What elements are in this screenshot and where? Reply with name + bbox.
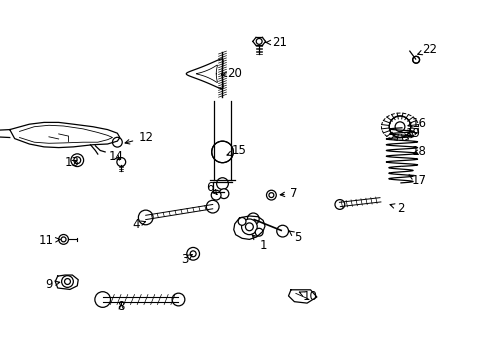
Circle shape <box>276 225 288 237</box>
Circle shape <box>95 292 110 307</box>
Circle shape <box>59 234 68 244</box>
Text: 4: 4 <box>132 219 145 231</box>
Text: 14: 14 <box>109 150 123 163</box>
Text: 15: 15 <box>226 144 245 157</box>
Circle shape <box>211 141 233 163</box>
Circle shape <box>412 56 419 63</box>
Text: 22: 22 <box>417 43 436 56</box>
Text: 1: 1 <box>252 235 266 252</box>
Circle shape <box>388 116 410 138</box>
Circle shape <box>138 210 153 225</box>
Circle shape <box>211 190 221 200</box>
Text: 12: 12 <box>125 131 153 144</box>
Circle shape <box>334 199 344 210</box>
Circle shape <box>266 190 276 200</box>
Text: 19: 19 <box>405 127 420 140</box>
Text: 11: 11 <box>39 234 60 247</box>
Circle shape <box>172 293 184 306</box>
Circle shape <box>247 213 259 225</box>
Text: 2: 2 <box>389 202 404 215</box>
Circle shape <box>206 200 219 213</box>
Circle shape <box>186 247 199 260</box>
Text: 8: 8 <box>117 300 125 313</box>
Circle shape <box>117 158 125 166</box>
Text: 13: 13 <box>65 156 80 169</box>
Circle shape <box>112 137 122 147</box>
Text: 17: 17 <box>408 174 426 187</box>
Text: 21: 21 <box>265 36 286 49</box>
Circle shape <box>219 189 228 199</box>
Text: 9: 9 <box>45 278 60 291</box>
Text: 3: 3 <box>181 253 192 266</box>
Text: 10: 10 <box>299 291 317 303</box>
Text: 16: 16 <box>407 117 426 130</box>
Circle shape <box>216 178 228 189</box>
Circle shape <box>61 276 73 287</box>
Text: 7: 7 <box>280 187 297 200</box>
Circle shape <box>71 154 83 167</box>
Text: 5: 5 <box>289 231 302 244</box>
Circle shape <box>255 228 263 236</box>
Text: 20: 20 <box>221 67 242 80</box>
Circle shape <box>241 219 257 235</box>
Circle shape <box>238 217 245 225</box>
Text: 18: 18 <box>411 145 426 158</box>
Text: 6: 6 <box>206 181 217 194</box>
